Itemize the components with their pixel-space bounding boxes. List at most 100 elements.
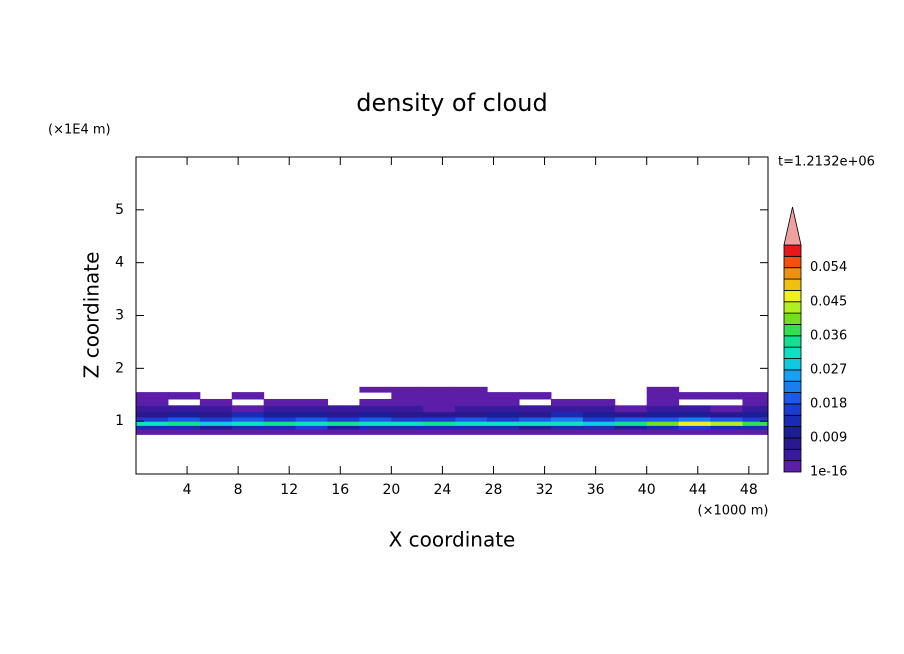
contour-cell [646,405,680,413]
colorbar-band [783,437,802,450]
colorbar-band [783,380,802,393]
contour-cell [678,421,712,426]
contour-cell [167,411,201,418]
contour-cell [391,416,424,422]
colorbar-band [783,392,802,405]
contour-cell [678,405,712,413]
contour-cell [678,416,712,422]
contour-cell [742,392,769,400]
x-tick-label: 28 [485,482,503,498]
contour-cell [231,421,265,426]
contour-cell [295,405,329,413]
contour-cell [550,398,584,406]
colorbar-band [783,426,802,439]
contour-cell [199,429,233,435]
contour-cell [167,392,201,400]
contour-cell [550,421,584,426]
contour-cell [646,429,680,435]
colorbar-tick-label: 0.009 [810,430,847,445]
contour-cell [136,405,169,413]
contour-cell [167,421,201,426]
colorbar-tick-label: 0.036 [810,328,847,343]
contour-cell [359,386,392,393]
contour-cell [295,425,329,430]
colorbar-band [783,312,802,325]
contour-cell [391,386,424,393]
x-tick-label: 36 [587,482,605,498]
contour-cell [487,405,520,413]
contour-cell [263,405,297,413]
contour-cell [646,411,680,418]
contour-cell [359,405,392,413]
x-tick-label: 4 [183,482,192,498]
contour-cell [263,425,297,430]
contour-cell [423,429,456,435]
y-tick-label: 3 [115,308,124,324]
colorbar-band [783,346,802,359]
colorbar-tick-label: 0.018 [810,396,847,411]
contour-cell [359,411,392,418]
colorbar-band [783,414,802,428]
contour-cell [455,411,488,418]
contour-cell [678,392,712,400]
contour-cell [423,421,456,426]
contour-cell [455,416,488,422]
x-tick-label: 8 [234,482,243,498]
contour-cell [519,425,552,430]
contour-cell [167,429,201,435]
contour-cell [359,398,392,406]
y-tick-label: 4 [115,255,124,271]
contour-cell [487,429,520,435]
contour-cell [742,425,769,430]
contour-cell [391,392,424,400]
colorbar-band [783,301,802,314]
contour-cell [646,398,680,406]
colorbar-extend [783,206,802,246]
contour-cell [550,429,584,435]
contour-cell [678,411,712,418]
contour-cell [742,405,769,413]
contour-cell [391,411,424,418]
contour-cell [582,421,616,426]
contour-cell [359,421,392,426]
contour-cell [295,429,329,435]
contour-cell [423,411,456,418]
y-tick-label: 2 [115,360,124,376]
y-tick-label: 1 [115,413,124,429]
contour-cell [231,416,265,422]
contour-cell [742,411,769,418]
contour-cell [423,405,456,413]
contour-cell [167,405,201,413]
contour-cell [327,416,360,422]
contour-cell [519,411,552,418]
contour-cell [710,429,743,435]
contour-cell [519,392,552,400]
contour-cell [582,411,616,418]
x-tick-label: 16 [331,482,349,498]
contour-cell [423,416,456,422]
contour-cell [231,411,265,418]
colorbar-tick-label: 0.054 [810,260,847,275]
contour-cell [678,425,712,430]
contour-cell [136,411,169,418]
colorbar-band [783,358,802,371]
contour-cell [423,386,456,393]
contour-cell [391,429,424,435]
contour-cell [136,398,169,406]
colorbar-band [783,403,802,416]
contour-cell [136,421,169,426]
contour-cell [487,392,520,400]
contour-cell [519,416,552,422]
contour-cell [231,405,265,413]
contour-cell [614,421,648,426]
contour-cell [136,425,169,430]
contour-cell [199,421,233,426]
contour-cell [199,405,233,413]
contour-cell [614,429,648,435]
contour-cell [167,425,201,430]
contour-cell [614,411,648,418]
colorbar-band [783,324,802,337]
contour-cell [742,416,769,422]
contour-cell [167,416,201,422]
contour-cell [423,425,456,430]
